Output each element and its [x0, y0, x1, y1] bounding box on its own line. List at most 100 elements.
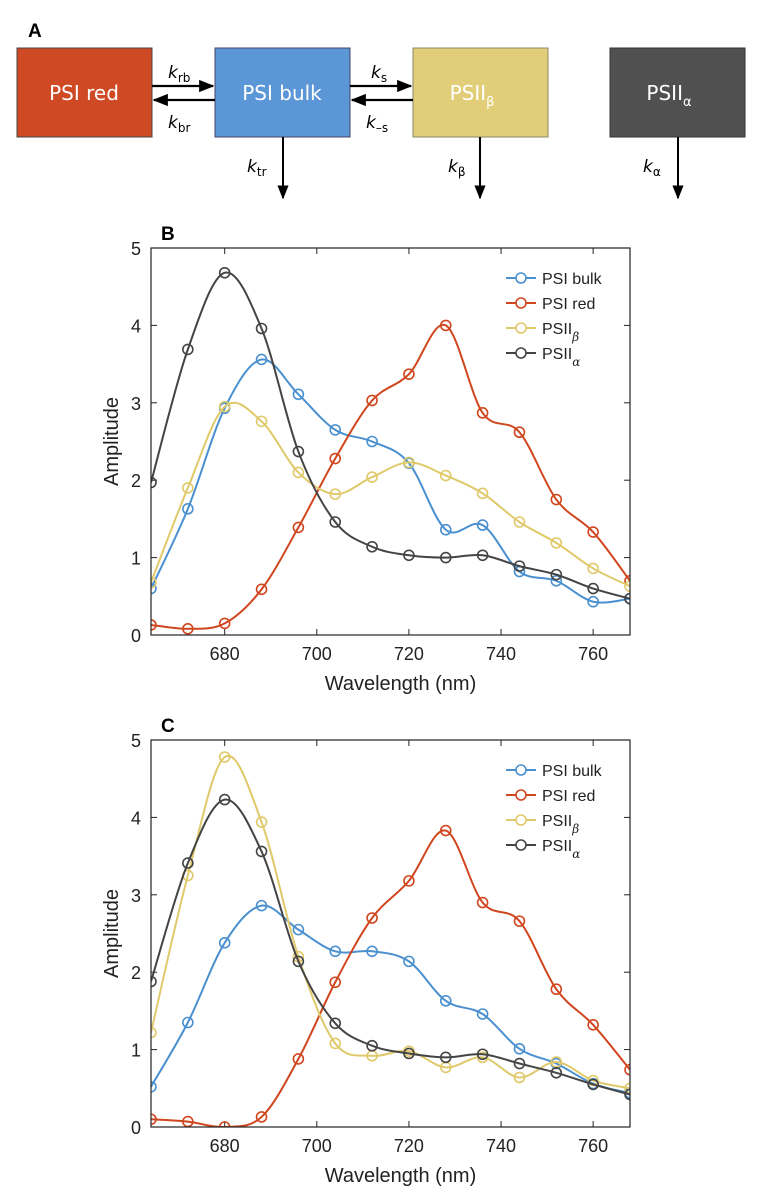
legend-name: PSII	[542, 321, 572, 338]
data-point	[587, 1078, 599, 1091]
data-point	[329, 424, 342, 436]
label-k-br: kbr	[168, 113, 190, 135]
legend-name: PSI bulk	[542, 763, 603, 780]
series-0	[151, 353, 630, 608]
data-point	[476, 487, 489, 500]
box-psi-bulk	[214, 47, 351, 138]
data-point	[151, 476, 157, 489]
data-point	[151, 1026, 157, 1039]
label-k-tr: ktr	[247, 157, 267, 179]
data-point	[329, 1017, 342, 1030]
data-point	[255, 1111, 268, 1123]
box-psi-bulk-label: PSI bulk	[242, 81, 322, 105]
data-point	[439, 523, 452, 536]
data-point	[255, 816, 268, 828]
label-k-s: ks	[371, 63, 387, 85]
data-point	[439, 319, 452, 332]
legend-name: PSII	[542, 346, 572, 363]
data-point	[513, 1071, 526, 1084]
data-point	[439, 469, 452, 482]
data-point	[439, 551, 452, 564]
y-tick-label: 5	[131, 731, 141, 751]
data-point	[513, 1043, 526, 1055]
data-point	[218, 936, 231, 949]
data-point	[513, 560, 526, 572]
label-k-beta: kβ	[448, 157, 466, 179]
data-point	[292, 466, 305, 479]
data-point	[329, 945, 342, 958]
series-0	[151, 899, 630, 1099]
data-point	[218, 793, 231, 806]
data-point	[624, 580, 630, 593]
data-point	[329, 1037, 342, 1050]
legend-name: PSII	[542, 813, 572, 830]
data-point	[624, 1082, 630, 1095]
box-psi-red-label: PSI red	[49, 81, 119, 105]
data-point	[151, 975, 157, 988]
data-point	[218, 617, 231, 630]
data-point	[366, 912, 378, 924]
data-point	[151, 619, 157, 631]
data-point	[151, 582, 157, 595]
data-point	[439, 1051, 452, 1064]
data-point	[182, 343, 194, 356]
data-point	[403, 1047, 415, 1060]
data-point	[513, 426, 526, 439]
y-tick-label: 5	[131, 239, 141, 259]
data-point	[513, 516, 526, 528]
data-point	[550, 1056, 563, 1068]
data-point	[587, 1019, 599, 1031]
data-point	[476, 896, 489, 909]
legend-marker	[515, 297, 527, 309]
data-point	[292, 388, 305, 401]
data-point	[151, 1113, 157, 1126]
data-point	[366, 945, 378, 958]
x-tick-label: 740	[486, 1136, 516, 1156]
x-axis-label: Wavelength (nm)	[325, 673, 477, 695]
x-tick-label: 760	[578, 644, 608, 664]
y-tick-label: 1	[131, 1041, 141, 1061]
legend-marker	[515, 272, 527, 284]
panel-label-a: A	[28, 21, 42, 42]
series-3	[151, 266, 630, 605]
data-point	[292, 1053, 305, 1065]
series-3	[151, 793, 630, 1101]
data-point	[329, 452, 342, 465]
data-point	[218, 1121, 231, 1127]
legend-label: PSIIα	[542, 838, 580, 861]
box-psii-beta-label: PSIIβ	[450, 81, 495, 110]
series-1	[151, 319, 630, 635]
legend-marker	[515, 322, 527, 334]
data-point	[218, 751, 231, 763]
data-point	[513, 1057, 526, 1070]
series-line	[151, 829, 630, 1127]
data-point	[292, 955, 305, 968]
data-point	[329, 516, 342, 528]
label-k-rb: krb	[168, 63, 190, 85]
data-point	[513, 915, 526, 927]
data-point	[255, 322, 268, 335]
y-tick-label: 2	[131, 963, 141, 983]
legend-name: PSII	[542, 838, 572, 855]
data-point	[439, 824, 452, 837]
data-point	[624, 1063, 630, 1076]
data-point	[292, 521, 305, 534]
data-point	[587, 1074, 599, 1087]
data-point	[218, 400, 231, 413]
data-point	[403, 549, 415, 562]
data-point	[182, 482, 194, 494]
y-tick-label: 1	[131, 549, 141, 569]
x-tick-label: 680	[210, 644, 240, 664]
data-point	[476, 1051, 489, 1064]
data-point	[182, 1016, 194, 1029]
x-tick-label: 720	[394, 644, 424, 664]
y-tick-label: 0	[131, 1118, 141, 1138]
series-2	[151, 400, 630, 593]
legend-subscript: β	[571, 330, 579, 344]
data-point	[587, 595, 599, 608]
data-point	[476, 519, 489, 531]
x-axis-label: Wavelength (nm)	[325, 1165, 477, 1187]
y-axis-label: Amplitude	[101, 889, 123, 978]
data-point	[255, 353, 268, 366]
